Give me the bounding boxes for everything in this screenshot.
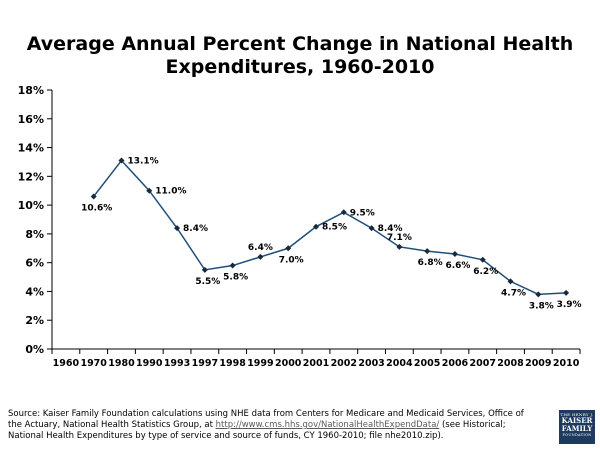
y-tick-label: 14% [18,142,44,155]
source-text-suffix: (see Historical; National Health Expendi… [8,420,506,441]
x-tick-label: 2007 [470,358,496,369]
y-tick-label: 4% [25,285,44,298]
data-label: 8.4% [378,224,403,234]
data-point [118,157,125,164]
source-text-prefix: Source: Kaiser Family Foundation calcula… [8,409,524,430]
data-point [257,253,264,260]
x-tick-label: 2001 [303,358,329,369]
data-label: 11.0% [155,187,186,197]
y-tick-label: 8% [25,228,44,241]
x-tick-label: 2002 [331,358,357,369]
chart-title-line-1: Average Annual Percent Change in Nationa… [26,33,574,55]
data-label: 6.8% [418,258,443,268]
data-point [90,193,97,200]
data-label: 4.7% [501,288,526,298]
x-tick-label: 2010 [553,358,580,369]
data-label: 6.2% [473,267,498,277]
data-label: 10.6% [81,203,112,213]
data-point [451,251,458,258]
data-label: 5.8% [223,273,248,283]
x-tick-label: 1993 [164,358,190,369]
data-label: 9.5% [350,208,375,218]
logo-line-2b: FAMILY [561,424,593,433]
source-link[interactable]: http://www.cms.hhs.gov/NationalHealthExp… [215,420,440,430]
data-point [396,243,403,250]
x-tick-label: 1970 [80,358,107,369]
x-tick-label: 2003 [358,358,384,369]
x-tick-label: 2009 [525,358,551,369]
chart-title-line-2: Expenditures, 1960-2010 [165,56,435,78]
data-point [479,256,486,263]
data-point [507,278,514,285]
logo-line-2a: KAISER [561,416,593,425]
y-tick-label: 6% [25,257,44,270]
source-note: Source: Kaiser Family Foundation calcula… [8,409,538,442]
data-label: 3.9% [557,300,582,310]
y-tick-label: 2% [25,314,44,327]
x-tick-label: 2004 [386,358,413,369]
data-label: 8.4% [183,224,208,234]
y-tick-label: 12% [18,170,44,183]
data-label: 8.5% [322,223,347,233]
chart-title: Average Annual Percent Change in Nationa… [0,33,600,79]
data-label: 13.1% [127,157,158,167]
kff-logo: THE HENRY J. KAISER FAMILY FOUNDATION [559,410,595,444]
y-tick-label: 18% [18,84,44,97]
y-tick-label: 0% [25,343,44,356]
data-point [340,209,347,216]
x-tick-label: 2000 [275,358,302,369]
data-label: 7.0% [279,255,304,265]
data-label: 3.8% [529,301,554,311]
data-label: 7.1% [387,233,412,243]
data-point [424,248,431,255]
x-tick-label: 1980 [108,358,135,369]
data-label: 5.5% [195,277,220,287]
x-tick-label: 2005 [414,358,440,369]
x-tick-label: 2008 [497,358,524,369]
x-tick-label: 1999 [247,358,273,369]
data-label: 6.6% [445,261,470,271]
y-tick-label: 10% [18,199,44,212]
line-chart: 0%2%4%6%8%10%12%14%16%18%1960 1970 1980 199… [18,84,582,369]
data-point [146,187,153,194]
data-point [535,291,542,298]
data-point [201,266,208,273]
x-tick-label: 1997 [192,358,218,369]
data-point [313,223,319,230]
x-tick-label: 1998 [219,358,246,369]
x-tick-label: 2006 [442,358,469,369]
series-line [93,159,567,296]
data-point [285,245,292,252]
logo-line-1: THE HENRY J. [560,412,594,417]
logo-line-3: FOUNDATION [562,433,592,437]
x-tick-label: 1990 [136,358,163,369]
data-point [563,289,570,296]
x-tick-label: 1960 [53,358,80,369]
data-label: 6.4% [248,243,273,253]
y-tick-label: 16% [18,113,44,126]
data-point [229,262,236,269]
data-point [368,225,375,232]
data-point [174,225,181,232]
